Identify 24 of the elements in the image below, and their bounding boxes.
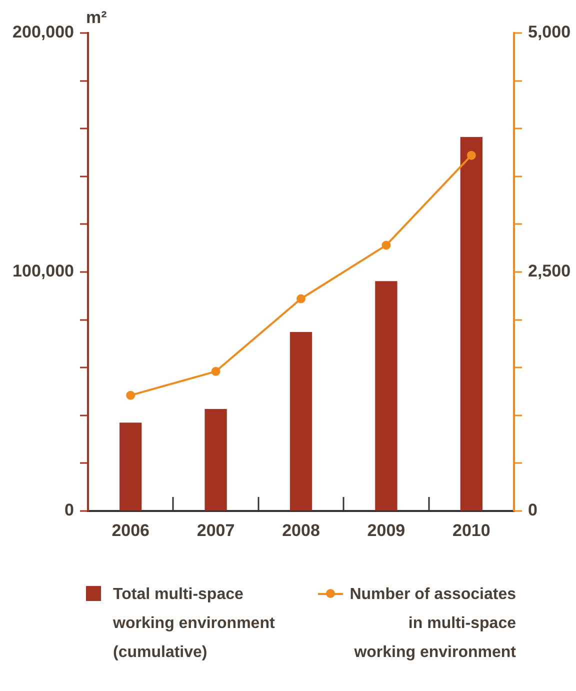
bar (375, 281, 398, 510)
y2-tick-label: 0 (528, 500, 538, 520)
y2-tick-label: 5,000 (528, 22, 571, 42)
x-tick-label: 2009 (367, 520, 406, 540)
x-tick-label: 2006 (112, 520, 150, 540)
point (126, 390, 136, 400)
point (296, 294, 306, 304)
point (466, 150, 476, 160)
bar (204, 408, 227, 510)
bar (120, 422, 142, 510)
y-tick-label: 0 (64, 500, 74, 520)
x-tick-label: 2008 (282, 520, 320, 540)
y-axis-title: m² (86, 8, 108, 28)
y2-tick-label: 2,500 (528, 262, 571, 281)
point (211, 366, 220, 376)
bar (290, 332, 312, 510)
y-tick-label: 200,000 (12, 22, 74, 42)
y-tick-label: 100,000 (12, 262, 74, 281)
x-tick-label: 2007 (196, 520, 235, 540)
point (382, 240, 391, 250)
bar (460, 136, 482, 510)
legend-label: Total multi-space working environment (cumulative) (113, 585, 276, 663)
legend-label: Number of associates in multi-space working environment (348, 585, 516, 663)
x-tick-label: 2010 (452, 520, 490, 540)
